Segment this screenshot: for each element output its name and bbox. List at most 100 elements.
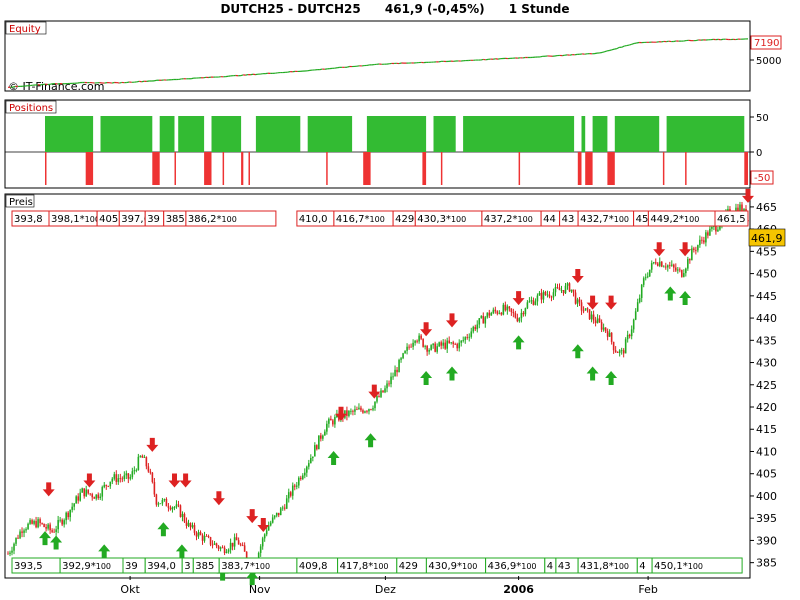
price-candle <box>147 466 150 472</box>
buy-signal-arrow <box>327 451 340 466</box>
price-candle <box>598 318 601 323</box>
equity-line-segment <box>601 51 605 54</box>
price-candle <box>528 301 531 303</box>
price-panel: Preis 385 390 395 400 405 410 415 420 425 430 435 4… <box>4 188 786 596</box>
price-candle <box>261 538 264 547</box>
equity-line-segment <box>111 81 115 84</box>
price-candle <box>360 407 362 411</box>
short-position-bar <box>585 152 593 185</box>
equity-last-flag <box>750 35 782 50</box>
price-candle <box>308 463 310 467</box>
sell-signal-arrow <box>368 384 381 399</box>
buy-signal-arrow <box>512 335 525 350</box>
price-candle <box>137 456 140 471</box>
price-candle <box>402 353 404 359</box>
sell-signal-arrow <box>586 295 599 310</box>
sell-price-label: 397,6 <box>121 214 150 225</box>
sell-price-label: 430,3*100 <box>417 214 466 225</box>
price-candle <box>466 337 469 338</box>
price-candle <box>574 292 577 304</box>
price-candle <box>368 409 370 412</box>
long-position-bar <box>159 116 175 152</box>
price-candle <box>197 532 200 537</box>
price-candle <box>45 527 47 529</box>
price-candle <box>201 534 204 541</box>
price-candle <box>594 320 597 324</box>
price-candle <box>578 299 581 303</box>
price-candle <box>71 506 73 510</box>
price-candle <box>400 358 402 360</box>
price-candle <box>624 339 627 354</box>
equity-line-segment <box>153 79 157 82</box>
price-candle <box>654 262 657 264</box>
price-candle <box>61 519 63 525</box>
price-candle <box>556 287 559 288</box>
buy-signal-arrow <box>98 544 111 559</box>
price-candle <box>91 494 94 498</box>
sell-signal-arrow <box>653 242 666 257</box>
price-candle <box>436 346 438 352</box>
interval-label: 1 Stunde <box>508 2 570 16</box>
equity-panel: Equity © IT-Finance.com 7190 5000 <box>4 20 782 93</box>
long-position-bar <box>463 116 575 152</box>
short-position-bar <box>326 152 328 185</box>
price-candle <box>39 519 41 524</box>
price-frame <box>4 193 751 579</box>
price-candle <box>508 306 511 309</box>
price-candle <box>161 499 164 504</box>
price-candle <box>354 409 356 412</box>
y-tick-label: 400 <box>756 490 777 503</box>
price-candle <box>153 481 156 495</box>
price-candle <box>287 492 290 499</box>
price-candle <box>332 420 334 425</box>
price-candle <box>267 525 270 531</box>
price-candle <box>265 530 268 535</box>
price-candle <box>668 265 671 267</box>
y-tick-label: 465 <box>756 201 777 214</box>
price-candle <box>47 524 49 529</box>
price-candle <box>101 487 104 497</box>
short-position-bar <box>85 152 94 185</box>
price-candle <box>548 294 551 297</box>
price-candle <box>727 208 729 212</box>
price-candle <box>326 423 328 432</box>
price-candle <box>460 340 463 343</box>
price-candle <box>646 276 649 278</box>
sell-signal-arrow <box>83 473 96 488</box>
price-candle <box>59 519 61 521</box>
price-candle <box>516 317 519 322</box>
sell-signal-arrow <box>335 406 347 421</box>
price-candle <box>703 240 705 243</box>
price-candle <box>279 508 282 516</box>
price-candle <box>380 390 382 397</box>
price-candle <box>167 506 170 508</box>
price-candle <box>322 435 324 439</box>
short-position-bar <box>440 152 443 185</box>
sell-price-label: 386,2*100 <box>188 214 237 225</box>
y-tick-label: 410 <box>756 445 777 458</box>
price-candle <box>685 268 687 274</box>
price-candle <box>693 248 695 250</box>
y-tick-label: 455 <box>756 245 777 258</box>
price-candle <box>291 485 294 496</box>
equity-line-segment <box>119 81 122 84</box>
price-candle <box>107 485 110 487</box>
y-tick-label: 435 <box>756 334 777 347</box>
buy-signal-arrow <box>246 571 259 586</box>
price-candle <box>235 537 238 541</box>
price-candle <box>448 340 450 344</box>
equity-line-segment <box>319 68 323 71</box>
price-candle <box>318 435 320 450</box>
price-candle <box>165 499 168 507</box>
price-candle <box>7 553 9 555</box>
price-candle <box>301 475 304 480</box>
price-candle <box>320 435 322 439</box>
price-candle <box>520 312 523 319</box>
price-candle <box>23 530 25 533</box>
price-candle <box>536 295 539 302</box>
price-candle <box>364 411 366 413</box>
price-candle <box>145 457 148 467</box>
watermark: © IT-Finance.com <box>8 80 105 93</box>
price-candle <box>570 289 573 292</box>
